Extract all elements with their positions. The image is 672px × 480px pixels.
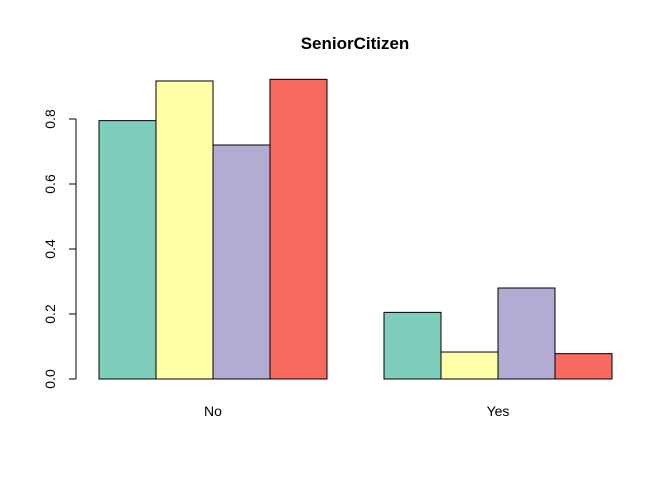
bar-no-series-2 [155, 80, 214, 380]
y-tick-label: 0.0 [42, 369, 58, 389]
y-tick-label: 0.8 [42, 109, 58, 129]
bar-yes-series-1 [383, 311, 442, 380]
x-axis-labels: No Yes [204, 403, 509, 419]
chart-title: SeniorCitizen [301, 34, 410, 53]
bar-no-series-3 [212, 144, 271, 380]
y-tick-label: 0.6 [42, 174, 58, 194]
y-tick-label: 0.2 [42, 304, 58, 324]
y-axis: 0.0 0.2 0.4 0.6 0.8 [42, 109, 77, 389]
category-label-no: No [204, 403, 222, 419]
y-tick-label: 0.4 [42, 239, 58, 259]
bar-no-series-1 [98, 120, 157, 380]
bar-yes-series-3 [497, 287, 556, 380]
bar-yes-series-2 [440, 351, 499, 380]
bar-yes-series-4 [554, 353, 613, 380]
bar-no-series-4 [269, 78, 328, 380]
category-label-yes: Yes [487, 403, 510, 419]
bars-group [98, 78, 613, 380]
